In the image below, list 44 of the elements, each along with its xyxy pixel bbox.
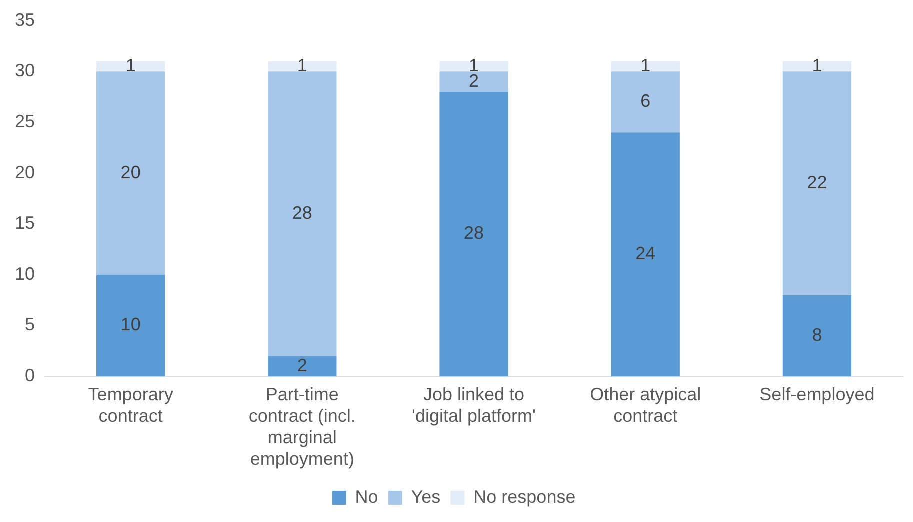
bar [96, 72, 166, 275]
data-label: 28 [464, 223, 484, 244]
bar [268, 61, 337, 72]
x-tick-label: Self-employed [760, 384, 875, 404]
legend-label: No response [474, 486, 576, 507]
data-label: 1 [812, 56, 822, 76]
y-tick-label: 15 [14, 213, 36, 234]
bar [268, 356, 337, 377]
y-tick-label: 5 [25, 314, 36, 335]
y-tick-label: 20 [14, 162, 36, 182]
data-label: 10 [120, 314, 141, 335]
x-tick-label: Part-time contract (incl. marginal employment) [248, 384, 356, 470]
legend-label: No [355, 486, 378, 507]
bar [782, 295, 852, 377]
x-tick-label: Temporary contract [88, 384, 174, 426]
bar [96, 274, 166, 377]
y-tick-label: 30 [14, 60, 36, 81]
data-label: 2 [297, 355, 308, 376]
y-tick-label: 35 [14, 10, 36, 30]
data-label: 20 [120, 162, 141, 182]
data-label: 6 [640, 91, 651, 112]
x-tick-label: Job linked to 'digital platform' [412, 384, 536, 426]
data-label: 24 [636, 244, 656, 264]
x-tick-label: Other atypical contract [590, 384, 702, 426]
bar [440, 92, 508, 377]
bar [611, 61, 680, 72]
bar [440, 72, 508, 92]
data-label: 1 [297, 56, 308, 76]
bar [268, 72, 337, 356]
bar [611, 132, 680, 377]
bar [96, 61, 166, 72]
bar [611, 72, 680, 133]
y-tick-label: 25 [14, 111, 36, 132]
bar [782, 72, 852, 296]
bar [440, 61, 508, 72]
data-label: 28 [292, 202, 312, 223]
data-label: 1 [640, 56, 651, 76]
data-label: 8 [812, 324, 822, 345]
data-label: 1 [126, 56, 136, 76]
data-label: 22 [807, 172, 828, 192]
y-tick-label: 0 [25, 366, 36, 386]
bar [782, 61, 852, 72]
y-tick-label: 10 [14, 264, 36, 284]
legend-label: Yes [411, 486, 441, 507]
